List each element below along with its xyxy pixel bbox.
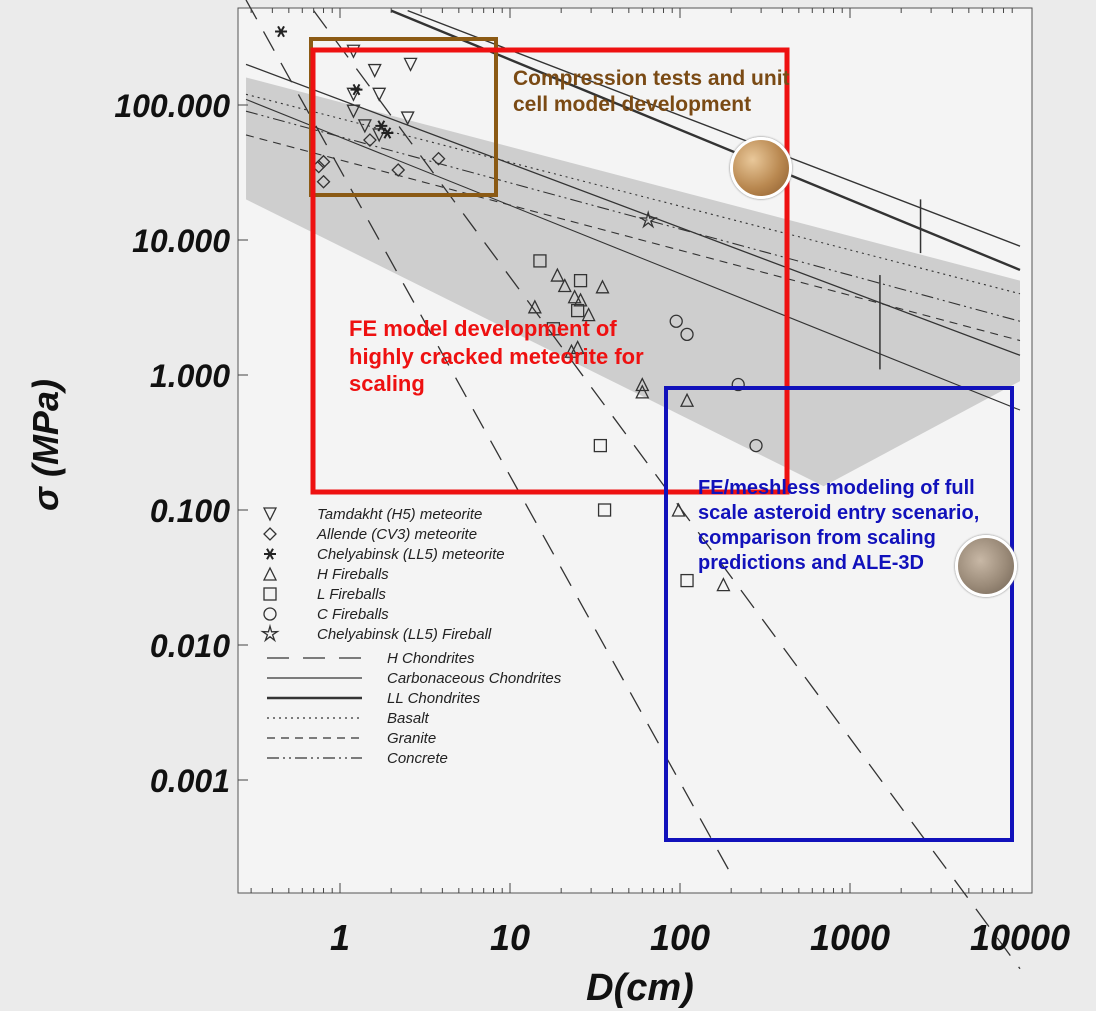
c-fireball-marker	[669, 314, 683, 328]
legend-label: LL Chondrites	[387, 690, 481, 707]
y-tick-label: 1.000	[150, 358, 230, 394]
allende-marker	[316, 154, 331, 169]
tamdakht-marker	[400, 111, 415, 126]
x-tick-label: 10000	[970, 917, 1070, 958]
h-fireball-marker	[567, 289, 582, 304]
series-3	[527, 267, 731, 592]
l-fireball-marker	[546, 322, 561, 336]
legend-label: Allende (CV3) meteorite	[316, 526, 477, 543]
h-fireball-marker	[716, 577, 731, 592]
legend-label: C Fireballs	[317, 606, 389, 623]
legend-label: Tamdakht (H5) meteorite	[317, 506, 482, 523]
legend-label: H Chondrites	[387, 650, 475, 667]
h-fireball-marker	[570, 339, 585, 355]
legend-label: Basalt	[387, 710, 430, 727]
allende-marker	[363, 133, 377, 147]
annotation-compression-tests: Compression tests and unit cell model de…	[513, 67, 790, 117]
c-fireball-marker	[680, 327, 694, 342]
allende-marker	[431, 151, 446, 166]
tamdakht-marker	[357, 119, 372, 134]
x-tick-label: 1	[330, 917, 350, 958]
l-fireball-marker	[263, 587, 277, 601]
legend-label: Chelyabinsk (LL5) Fireball	[317, 626, 492, 643]
annotation-full-scale-modeling: FE/meshless modeling of full scale aster…	[698, 477, 980, 574]
x-tick-label: 10	[490, 917, 530, 958]
y-tick-label: 100.000	[114, 88, 230, 124]
chelyabinsk-meteorite-marker	[264, 548, 276, 560]
legend-label: L Fireballs	[317, 586, 386, 603]
tamdakht-marker	[346, 104, 361, 119]
y-tick-label: 10.000	[132, 223, 230, 259]
fe-model-box	[310, 47, 790, 495]
tamdakht-marker	[262, 507, 278, 522]
c-fireball-marker	[263, 607, 277, 621]
allende-marker	[391, 163, 406, 177]
h-fireball-marker	[635, 377, 650, 392]
meteorite-sample-photo	[730, 137, 792, 199]
l-fireball-marker	[533, 254, 547, 268]
series-5	[669, 314, 763, 453]
tamdakht-marker	[372, 87, 387, 102]
legend-label: Chelyabinsk (LL5) meteorite	[317, 546, 505, 563]
h-fireball-marker	[595, 279, 610, 294]
series-4	[533, 254, 694, 588]
h-fireball-marker	[564, 343, 579, 358]
chelyabinsk-meteorite-marker	[375, 120, 388, 132]
h-fireball-marker	[635, 384, 650, 399]
series-2	[275, 25, 394, 139]
x-tick-label: 1000	[810, 917, 890, 958]
h-fireball-marker	[671, 502, 686, 517]
full-scale-modeling-box	[664, 386, 1014, 842]
x-tick-label: 100	[650, 917, 710, 958]
chelyabinsk-fireball-marker	[260, 623, 280, 643]
asteroid-surface-photo	[955, 535, 1017, 597]
tamdakht-marker	[403, 57, 418, 72]
chelyabinsk-meteorite-marker	[350, 83, 363, 96]
chelyabinsk-meteorite-marker	[275, 25, 288, 38]
y-tick-label: 0.001	[150, 763, 230, 799]
l-fireball-marker	[593, 438, 608, 453]
carbonaceous-chondrites-line-2	[245, 98, 1021, 411]
legend-label: Carbonaceous Chondrites	[387, 670, 562, 687]
l-fireball-marker	[597, 503, 612, 517]
c-fireball-marker	[749, 438, 763, 453]
h-fireball-marker	[527, 299, 542, 314]
annotation-fe-model: FE model development of highly cracked m…	[349, 316, 644, 396]
strength-band	[246, 77, 1021, 487]
h-fireball-marker	[262, 566, 278, 581]
l-fireball-marker	[573, 273, 588, 288]
y-tick-label: 0.010	[150, 628, 230, 664]
h-fireball-marker	[581, 307, 596, 322]
granite-line	[245, 134, 1021, 342]
h-fireball-marker	[557, 278, 572, 293]
legend-label: H Fireballs	[317, 566, 389, 583]
basalt-line	[245, 93, 1021, 295]
concrete-line	[245, 110, 1021, 322]
y-axis-label: σ (MPa)	[25, 379, 66, 511]
legend: Tamdakht (H5) meteorite Allende (CV3) met…	[260, 506, 562, 767]
l-fireball-marker	[680, 573, 694, 588]
chelyabinsk-fireball-marker	[638, 210, 658, 229]
h-fireball-marker	[550, 267, 565, 282]
x-axis-label: D(cm)	[586, 967, 694, 1009]
allende-marker	[316, 174, 331, 189]
chelyabinsk-meteorite-marker	[381, 127, 394, 139]
legend-label: Granite	[387, 730, 436, 747]
h-fireball-marker	[573, 292, 588, 307]
carbonaceous-chondrites-line	[245, 63, 1021, 356]
h-chondrites-line	[245, 0, 732, 875]
allende-marker	[263, 527, 277, 541]
series-1	[311, 133, 446, 189]
tamdakht-marker	[346, 87, 361, 102]
c-fireball-marker	[731, 377, 745, 392]
h-fireball-marker	[679, 392, 695, 407]
legend-label: Concrete	[387, 750, 448, 767]
l-fireball-marker	[570, 303, 585, 318]
tamdakht-marker	[367, 63, 382, 78]
series-6	[638, 210, 658, 229]
y-tick-label: 0.100	[150, 493, 230, 529]
